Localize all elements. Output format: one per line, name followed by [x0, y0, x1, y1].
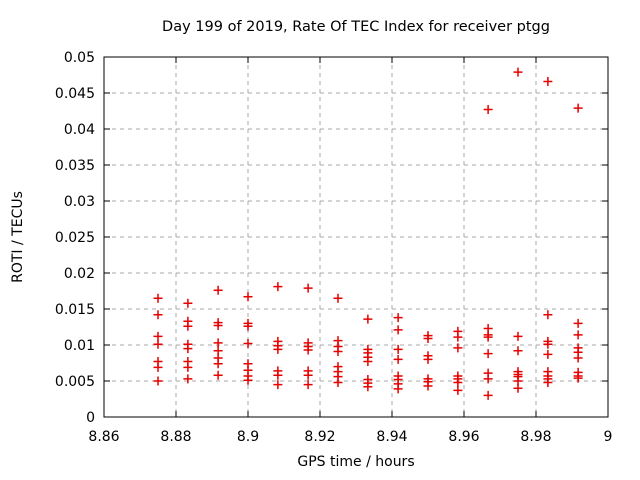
data-point-marker — [333, 346, 343, 356]
y-tick-label: 0.025 — [55, 230, 95, 246]
data-point-marker — [153, 331, 163, 341]
data-point-marker — [453, 377, 463, 387]
data-point-marker — [393, 354, 403, 364]
data-point-layer — [153, 67, 583, 400]
data-point-marker — [183, 344, 193, 354]
data-point-marker — [423, 354, 433, 364]
data-point-marker — [303, 370, 313, 380]
data-point-marker — [423, 381, 433, 391]
data-point-marker — [483, 332, 493, 342]
data-point-marker — [213, 359, 223, 369]
data-point-marker — [573, 318, 583, 328]
data-point-marker — [543, 339, 553, 349]
data-point-marker — [363, 382, 373, 392]
data-point-marker — [273, 370, 283, 380]
data-point-marker — [453, 332, 463, 342]
data-point-marker — [153, 362, 163, 372]
data-point-marker — [303, 345, 313, 355]
data-point-marker — [273, 344, 283, 354]
data-point-marker — [453, 343, 463, 353]
x-tick-label: 9 — [604, 429, 613, 445]
tick-label-layer: 8.86 8.88 8.9 8.92 8.94 8.96 8.98 9 0 0.005 0.01 0.… — [55, 50, 613, 445]
y-tick-label: 0.045 — [55, 86, 95, 102]
data-point-marker — [393, 344, 403, 354]
data-point-marker — [393, 313, 403, 323]
data-point-marker — [363, 357, 373, 367]
data-point-marker — [483, 390, 493, 400]
chart-title: Day 199 of 2019, Rate Of TEC Index for r… — [162, 19, 550, 35]
data-point-marker — [153, 376, 163, 386]
data-point-marker — [183, 362, 193, 372]
data-point-marker — [183, 321, 193, 331]
data-point-marker — [543, 76, 553, 86]
y-tick-label: 0.05 — [64, 50, 95, 66]
x-tick-label: 8.94 — [376, 429, 407, 445]
x-tick-label: 8.98 — [520, 429, 551, 445]
data-point-marker — [513, 67, 523, 77]
data-point-marker — [513, 346, 523, 356]
data-point-marker — [243, 339, 253, 349]
data-point-marker — [453, 385, 463, 395]
data-point-marker — [153, 310, 163, 320]
axis-tick-layer — [103, 56, 609, 418]
y-tick-label: 0.015 — [55, 302, 95, 318]
y-tick-label: 0.01 — [64, 338, 95, 354]
x-tick-label: 8.92 — [304, 429, 335, 445]
data-point-marker — [483, 349, 493, 359]
x-axis-label: GPS time / hours — [297, 454, 414, 470]
data-point-marker — [543, 377, 553, 387]
data-point-marker — [393, 325, 403, 335]
data-point-marker — [243, 321, 253, 331]
data-point-marker — [213, 321, 223, 331]
data-point-marker — [333, 293, 343, 303]
data-point-marker — [183, 374, 193, 384]
data-point-marker — [213, 370, 223, 380]
data-point-marker — [513, 383, 523, 393]
grid-layer — [104, 57, 608, 417]
y-tick-label: 0 — [86, 410, 95, 426]
x-tick-label: 8.86 — [88, 429, 119, 445]
data-point-marker — [573, 103, 583, 113]
data-point-marker — [153, 339, 163, 349]
data-point-marker — [483, 374, 493, 384]
data-point-marker — [243, 292, 253, 302]
data-point-marker — [183, 298, 193, 308]
y-tick-label: 0.035 — [55, 158, 95, 174]
x-tick-label: 8.9 — [237, 429, 259, 445]
data-point-marker — [303, 283, 313, 293]
data-point-marker — [423, 334, 433, 344]
data-point-marker — [393, 384, 403, 394]
data-point-marker — [573, 353, 583, 363]
data-point-marker — [303, 380, 313, 390]
plot-border — [103, 56, 609, 418]
data-point-marker — [273, 282, 283, 292]
data-point-marker — [213, 285, 223, 295]
data-point-marker — [153, 293, 163, 303]
y-tick-label: 0.04 — [64, 122, 95, 138]
y-axis-label: ROTI / TECUs — [10, 191, 26, 283]
data-point-marker — [213, 338, 223, 348]
y-tick-label: 0.03 — [64, 194, 95, 210]
x-tick-label: 8.96 — [448, 429, 479, 445]
data-point-marker — [573, 330, 583, 340]
data-point-marker — [243, 375, 253, 385]
data-point-marker — [513, 331, 523, 341]
data-point-marker — [333, 377, 343, 387]
y-tick-label: 0.02 — [64, 266, 95, 282]
data-point-marker — [543, 310, 553, 320]
data-point-marker — [543, 349, 553, 359]
data-point-marker — [273, 380, 283, 390]
x-tick-label: 8.88 — [160, 429, 191, 445]
data-point-marker — [573, 373, 583, 383]
y-tick-label: 0.005 — [55, 374, 95, 390]
data-point-marker — [483, 105, 493, 115]
data-point-marker — [363, 314, 373, 324]
